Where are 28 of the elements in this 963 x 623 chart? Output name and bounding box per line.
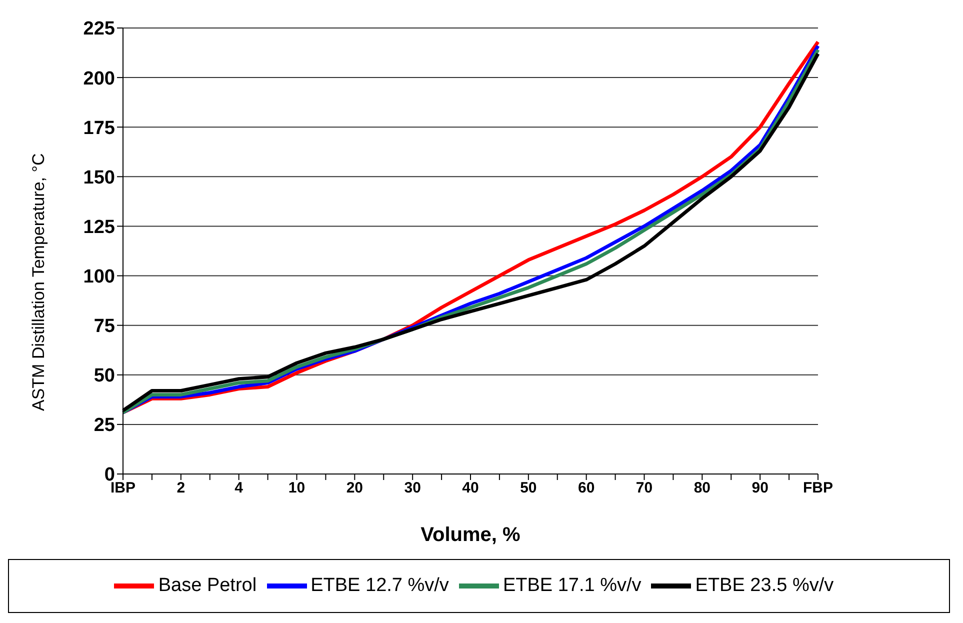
x-tick-label: 2 — [176, 480, 186, 497]
y-tick-label: 225 — [83, 18, 116, 40]
x-tick-label: 30 — [404, 480, 421, 497]
y-tick-label: 75 — [94, 316, 116, 338]
x-tick-label: FBP — [803, 480, 833, 497]
y-axis-title: ASTM Distillation Temperature, °C — [29, 153, 48, 411]
legend-label: ETBE 17.1 %v/v — [502, 575, 642, 596]
legend-label: Base Petrol — [158, 575, 257, 596]
x-tick-label: 70 — [636, 480, 653, 497]
y-tick-label: 175 — [83, 118, 116, 139]
y-tick-label: 50 — [94, 366, 115, 387]
y-tick-label: 150 — [83, 167, 115, 188]
x-tick-label: 50 — [520, 480, 537, 497]
legend-label: ETBE 23.5 %v/v — [695, 575, 834, 596]
legend-label: ETBE 12.7 %v/v — [310, 575, 449, 596]
x-axis-title: Volume, % — [420, 524, 521, 546]
x-tick-label: 90 — [752, 480, 768, 497]
x-tick-label: 80 — [694, 480, 711, 497]
x-tick-label: 40 — [462, 480, 479, 497]
y-tick-label: 100 — [83, 266, 115, 288]
y-tick-label: 200 — [83, 68, 115, 90]
x-tick-label: 10 — [288, 480, 306, 497]
y-tick-label: 25 — [94, 415, 116, 436]
y-tick-label: 125 — [83, 216, 116, 238]
x-tick-label: 60 — [578, 480, 595, 497]
x-tick-label: IBP — [110, 480, 136, 497]
x-tick-label: 4 — [234, 480, 244, 497]
x-tick-label: 20 — [346, 480, 364, 497]
